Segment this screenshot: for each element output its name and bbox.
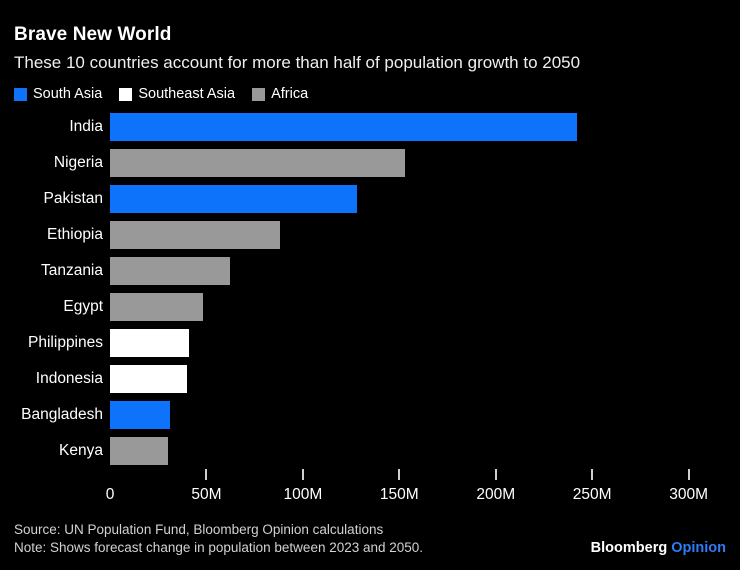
category-label: Nigeria [53, 154, 103, 171]
chart-row: Egypt [14, 289, 726, 325]
bar-track [110, 361, 726, 397]
chart-row: Philippines [14, 325, 726, 361]
bar-track [110, 145, 726, 181]
axis-tick-label: 50M [191, 486, 222, 503]
category-label: Tanzania [40, 262, 103, 279]
legend-swatch-icon [14, 87, 27, 101]
note-line: Note: Shows forecast change in populatio… [14, 539, 424, 555]
bar-indonesia [110, 365, 188, 393]
bar-philippines [110, 329, 190, 357]
chart-row: Kenya [14, 433, 726, 469]
bar-track [110, 397, 726, 433]
source-notes: Source: UN Population Fund, Bloomberg Op… [14, 521, 423, 556]
chart-row: Nigeria [14, 145, 726, 181]
axis-tick-mark [398, 469, 401, 480]
bar-track [110, 217, 726, 253]
chart-row: Indonesia [14, 361, 726, 397]
legend-item: Africa [252, 86, 308, 102]
legend-swatch-icon [252, 87, 266, 101]
bloomberg-opinion-logo: Bloomberg Opinion [591, 540, 726, 556]
axis-tick-mark [591, 469, 594, 480]
category-label: Philippines [28, 334, 103, 351]
chart-row: Pakistan [14, 181, 726, 217]
bar-track [110, 253, 726, 289]
legend-label: Southeast Asia [138, 86, 236, 102]
bar-kenya [110, 437, 168, 465]
chart-row: Tanzania [14, 253, 726, 289]
bar-chart: India Nigeria Pakistan Ethiopia Tanzania Egyp… [14, 109, 726, 469]
chart-row: Bangladesh [14, 397, 726, 433]
axis-tick-mark [494, 469, 497, 480]
chart-row: Ethiopia [14, 217, 726, 253]
legend-swatch-icon [119, 87, 133, 101]
source-line: Source: UN Population Fund, Bloomberg Op… [14, 522, 384, 537]
chart-row: India [14, 109, 726, 145]
bar-track [110, 433, 726, 469]
bar-track [110, 181, 726, 217]
axis-tick-label: 250M [572, 486, 612, 503]
axis-tick-label: 300M [669, 486, 708, 503]
legend: South Asia Southeast Asia Africa [14, 86, 726, 102]
category-label: India [69, 118, 103, 135]
category-label: Egypt [63, 298, 103, 315]
logo-bloomberg-text: Bloomberg [590, 540, 668, 556]
category-label: Pakistan [43, 190, 103, 207]
category-label: Bangladesh [21, 406, 103, 423]
bar-pakistan [110, 185, 357, 213]
bar-nigeria [110, 149, 406, 177]
bar-india [110, 113, 577, 141]
axis-tick-mark [205, 469, 208, 480]
bar-ethiopia [110, 221, 280, 249]
axis-tick-mark [301, 469, 304, 480]
chart-title: Brave New World [14, 24, 172, 45]
axis-tick-mark [687, 469, 690, 480]
bar-tanzania [110, 257, 230, 285]
logo-opinion-text: Opinion [671, 540, 726, 556]
legend-label: Africa [271, 86, 309, 102]
category-label: Ethiopia [46, 226, 103, 243]
bar-track [110, 289, 726, 325]
category-label: Kenya [59, 442, 103, 459]
chart-subtitle: These 10 countries account for more than… [14, 53, 581, 72]
bar-egypt [110, 293, 203, 321]
legend-item: Southeast Asia [119, 86, 235, 102]
category-label: Indonesia [35, 370, 103, 387]
legend-item: South Asia [14, 86, 102, 102]
axis-tick-label: 100M [283, 486, 323, 503]
legend-label: South Asia [33, 86, 103, 102]
bar-track [110, 325, 726, 361]
footer: Source: UN Population Fund, Bloomberg Op… [14, 521, 726, 556]
axis-tick-label: 200M [476, 486, 516, 503]
bar-bangladesh [110, 401, 170, 429]
bar-track [110, 109, 726, 145]
x-axis: 0 50M 100M 150M 200M 250M 300M [106, 469, 726, 515]
axis-tick-label: 0 [105, 486, 115, 503]
axis-tick-label: 150M [379, 486, 419, 503]
